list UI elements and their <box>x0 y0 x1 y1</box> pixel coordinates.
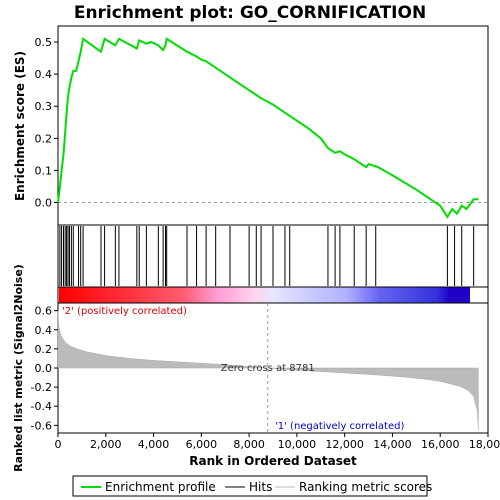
es-y-tick-label: 0.4 <box>35 68 53 81</box>
x-tick-label: 14,000 <box>373 438 412 451</box>
es-y-tick-label: 0.5 <box>35 36 53 49</box>
ranking-metric-area <box>57 310 479 431</box>
enrichment-profile-line <box>57 37 479 219</box>
es-y-tick-label: 0.2 <box>35 132 53 145</box>
metric-panel: Zero cross at 8781 '2' (positively corre… <box>12 264 489 472</box>
legend-label-ranking-metric: Ranking metric scores <box>299 480 432 494</box>
rank-color-bar <box>57 286 489 304</box>
es-y-tick-label: 0.1 <box>35 164 53 177</box>
es-panel-frame <box>57 25 489 226</box>
x-axis-ticks: 0 2,000 4,000 6,000 8,000 10,000 12,000 14,000 1… <box>55 433 500 451</box>
x-axis-label: Rank in Ordered Dataset <box>189 454 357 468</box>
metric-y-tick-label: -0.6 <box>31 419 52 432</box>
hits-panel <box>57 224 489 288</box>
x-tick-label: 4,000 <box>138 438 170 451</box>
x-tick-label: 8,000 <box>233 438 265 451</box>
metric-y-tick-label: -0.4 <box>31 400 52 413</box>
legend-frame <box>72 475 428 497</box>
x-tick-label: 18,000 <box>469 438 500 451</box>
metric-y-tick-label: 0.4 <box>35 324 53 337</box>
legend-label-hits: Hits <box>249 480 272 494</box>
metric-y-tick-label: 0.0 <box>35 362 53 375</box>
metric-y-axis-label: Ranked list metric (Signal2Noise) <box>12 264 25 472</box>
legend: Enrichment profile Hits Ranking metric s… <box>72 475 432 497</box>
x-tick-label: 6,000 <box>186 438 218 451</box>
metric-y-tick-label: 0.2 <box>35 343 53 356</box>
es-panel: 0.0 0.1 0.2 0.3 0.4 0.5 Enrichment score (ES) <box>13 25 489 226</box>
x-tick-label: 0 <box>55 438 62 451</box>
x-tick-label: 10,000 <box>278 438 317 451</box>
rank-color-gradient <box>59 287 470 303</box>
es-y-ticks: 0.0 0.1 0.2 0.3 0.4 0.5 <box>35 36 58 210</box>
es-y-tick-label: 0.3 <box>35 100 53 113</box>
x-tick-label: 16,000 <box>421 438 460 451</box>
negative-correlation-label: '1' (negatively correlated) <box>275 421 404 432</box>
zero-cross-label: Zero cross at 8781 <box>221 363 315 374</box>
es-y-tick-label: 0.0 <box>35 197 53 210</box>
x-tick-label: 2,000 <box>90 438 122 451</box>
legend-label-enrichment-profile: Enrichment profile <box>105 480 216 494</box>
positive-correlation-label: '2' (positively correlated) <box>62 306 187 317</box>
metric-y-tick-label: 0.6 <box>35 305 53 318</box>
chart-title: Enrichment plot: GO_CORNIFICATION <box>74 3 426 23</box>
metric-y-tick-label: -0.2 <box>31 381 52 394</box>
hit-lines <box>59 226 475 286</box>
metric-y-ticks: 0.6 0.4 0.2 0.0 -0.2 -0.4 -0.6 <box>31 305 58 432</box>
es-y-axis-label: Enrichment score (ES) <box>13 51 27 201</box>
x-tick-label: 12,000 <box>325 438 364 451</box>
